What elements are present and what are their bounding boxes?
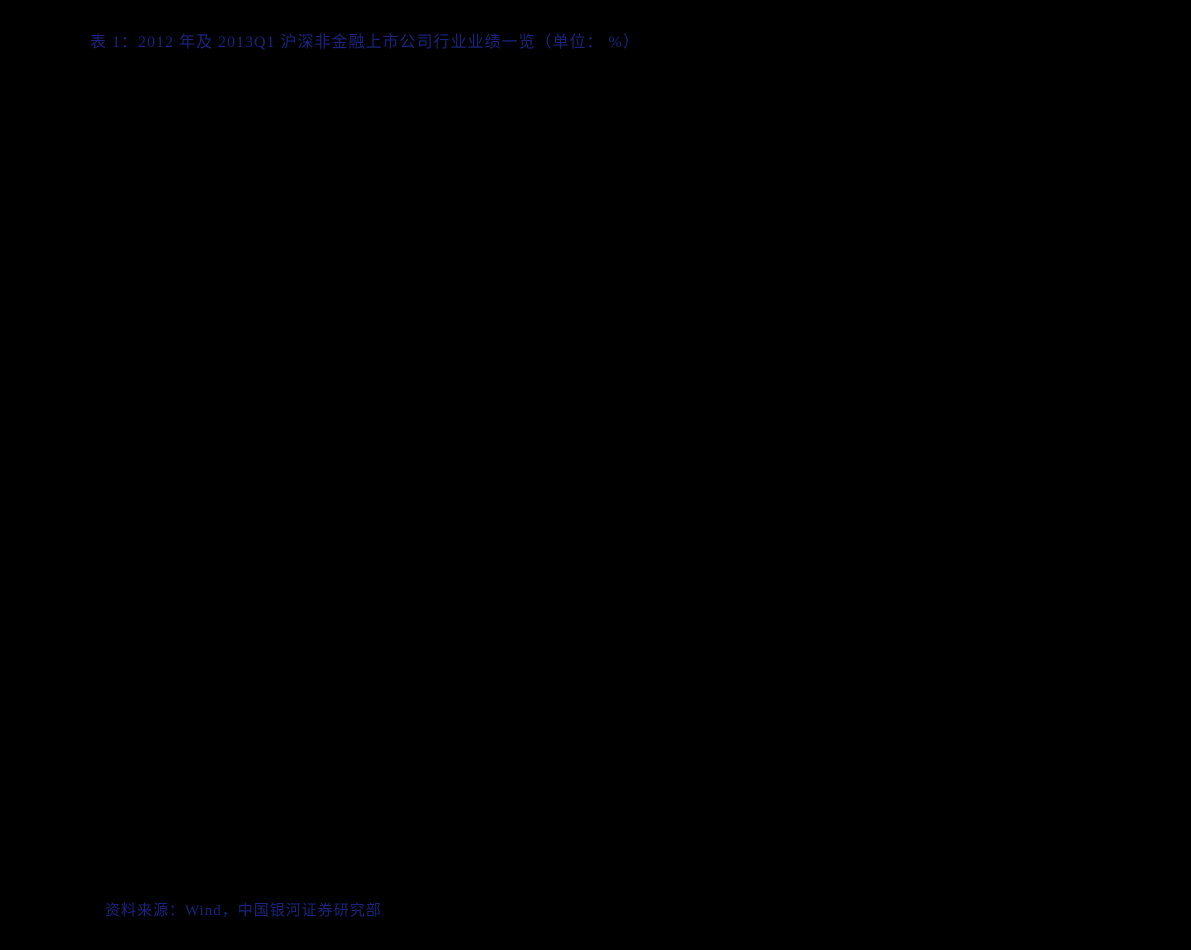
data-source-label: 资料来源：Wind，中国银河证券研究部 (105, 899, 382, 920)
table-body-region (0, 60, 1191, 890)
table-title: 表 1：2012 年及 2013Q1 沪深非金融上市公司行业业绩一览（单位： %… (90, 28, 640, 52)
